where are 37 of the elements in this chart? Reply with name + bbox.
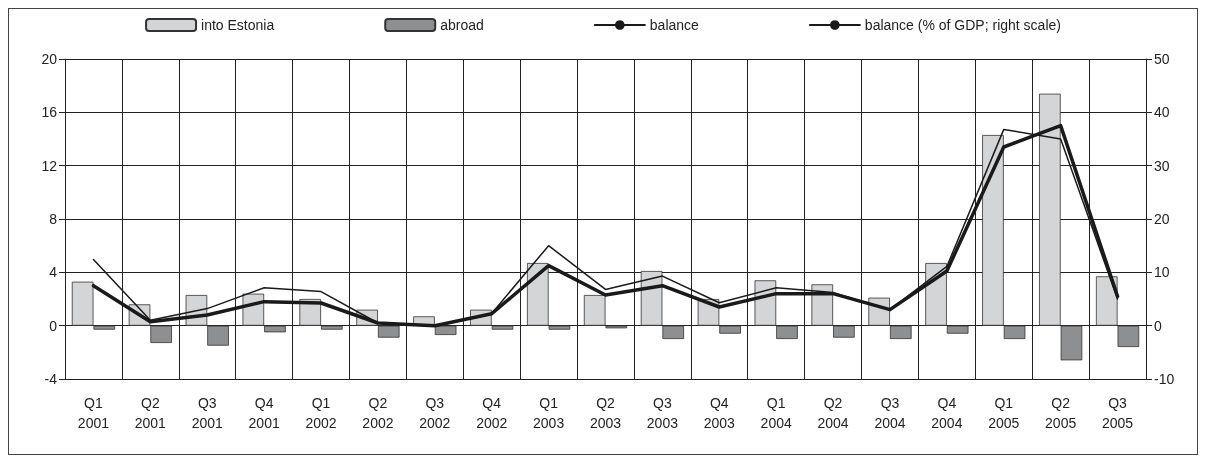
x-tick-label: Q1 2003 xyxy=(533,395,565,431)
x-tick-label: Q3 2002 xyxy=(419,395,451,431)
legend-label: into Estonia xyxy=(201,17,275,33)
y2-tick-label: 20 xyxy=(1154,211,1170,227)
y2-tick-label: 10 xyxy=(1154,264,1170,281)
x-tick-label: Q4 2003 xyxy=(703,395,736,431)
y-tick-label: -4 xyxy=(44,371,58,387)
y-tick-label: 0 xyxy=(49,317,58,334)
y2-tick-label: -10 xyxy=(1154,371,1175,387)
y-tick-label: 16 xyxy=(41,104,58,121)
y-tick-label: 4 xyxy=(49,264,58,281)
y2-tick-label: 50 xyxy=(1154,51,1170,67)
x-tick-label: Q3 2005 xyxy=(1101,395,1134,431)
legend-label: balance (% of GDP; right scale) xyxy=(864,17,1061,33)
x-tick-label: Q2 2001 xyxy=(134,395,167,431)
x-tick-label: Q4 2004 xyxy=(931,395,963,431)
y2-tick-label: 40 xyxy=(1154,104,1170,121)
x-tick-label: Q3 2003 xyxy=(646,395,679,431)
x-tick-label: Q2 2004 xyxy=(817,395,849,431)
x-tick-label: Q2 2005 xyxy=(1045,395,1077,431)
x-tick-label: Q1 2002 xyxy=(305,395,337,431)
y2-tick-label: 30 xyxy=(1154,157,1170,174)
legend-label: balance xyxy=(649,17,700,33)
x-tick-label: Q2 2003 xyxy=(589,395,622,431)
x-tick-label: Q1 2004 xyxy=(760,395,792,431)
y-tick-label: 12 xyxy=(41,157,58,174)
y2-tick-label: 0 xyxy=(1154,317,1162,334)
x-tick-label: Q2 2002 xyxy=(362,395,394,431)
y-tick-label: 20 xyxy=(41,51,58,67)
x-tick-label: Q1 2005 xyxy=(988,395,1020,431)
legend-label: abroad xyxy=(440,17,484,33)
y-tick-label: 8 xyxy=(49,211,58,227)
x-tick-label: Q1 2001 xyxy=(77,395,110,431)
x-tick-label: Q3 2001 xyxy=(191,395,224,431)
x-tick-label: Q4 2001 xyxy=(248,395,280,431)
x-tick-label: Q3 2004 xyxy=(874,395,906,431)
x-tick-label: Q4 2002 xyxy=(476,395,508,431)
